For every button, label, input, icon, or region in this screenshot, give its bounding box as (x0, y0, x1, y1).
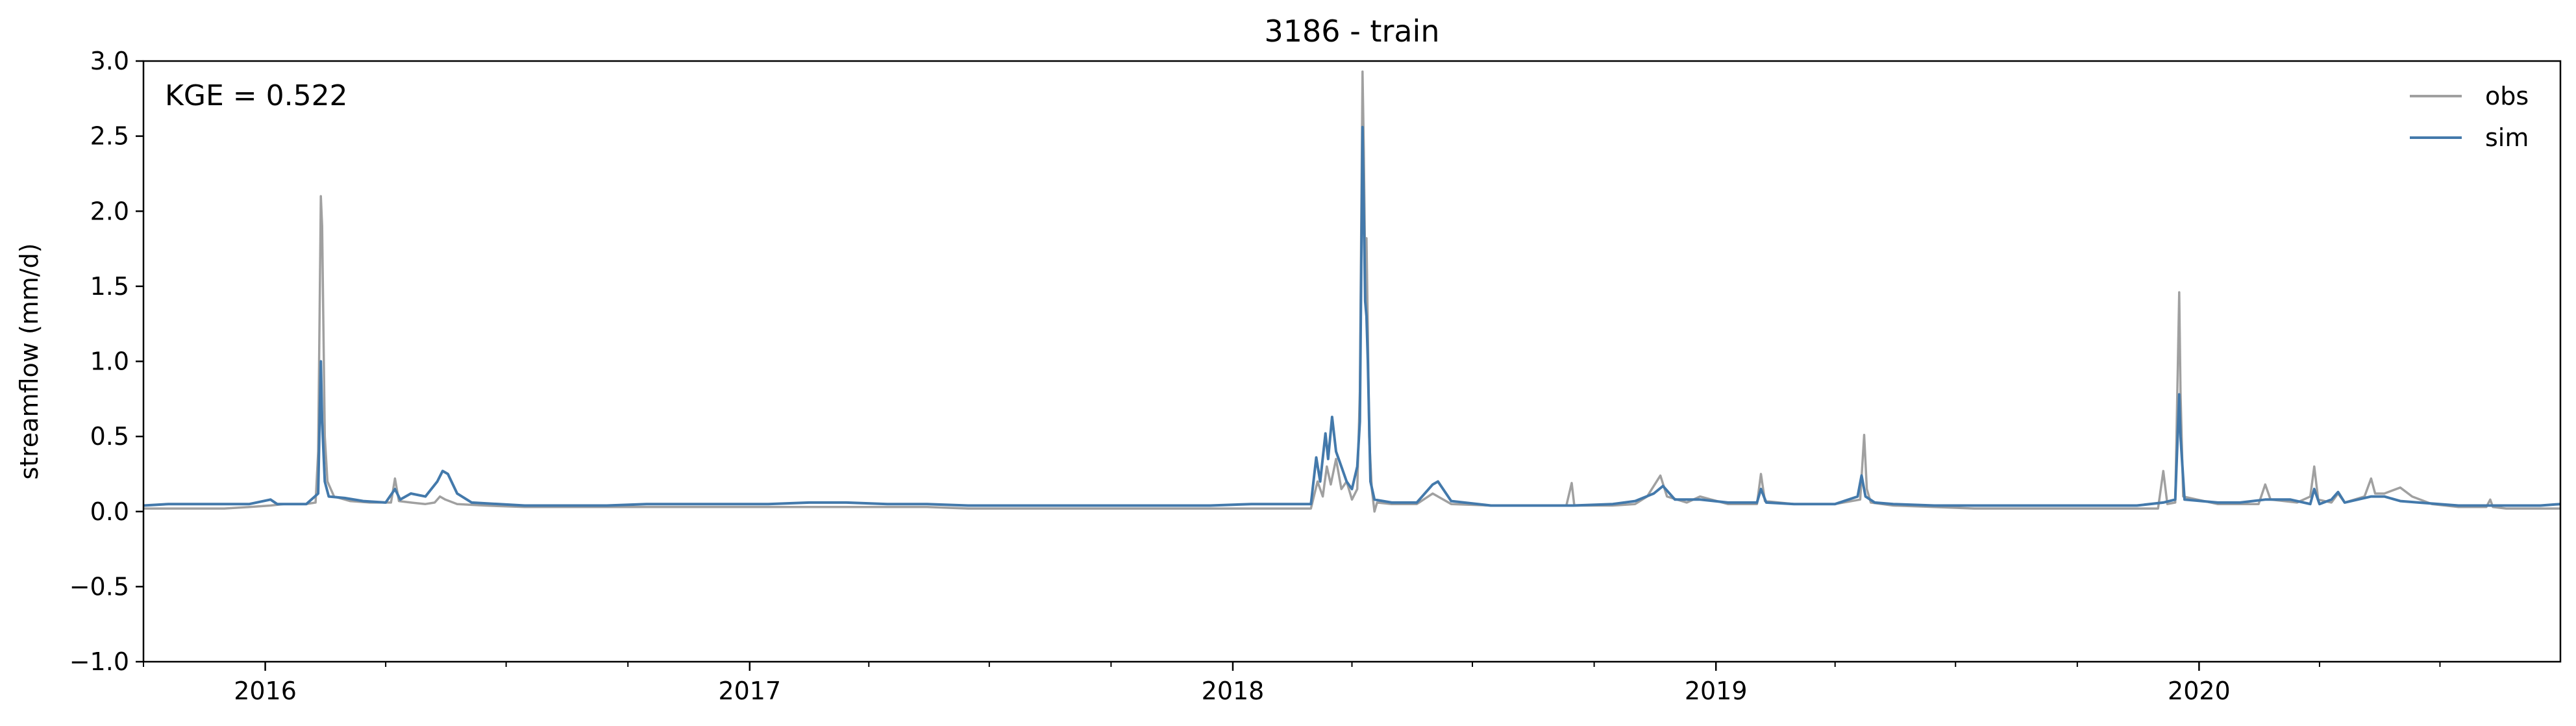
axes: −1.0 −0.5 0.0 0.5 1.0 1.5 2.0 2.5 3.0 2016 2017 201… (69, 47, 2562, 705)
y-tick-label: 2.0 (90, 197, 129, 225)
y-tick-label: 3.0 (90, 47, 129, 75)
legend-sim-label: sim (2485, 123, 2529, 152)
y-tick-label: 1.5 (90, 272, 129, 301)
x-tick-label: 2020 (2168, 677, 2231, 705)
y-tick-label: −1.0 (69, 647, 129, 676)
series-line-sim (143, 125, 2561, 507)
y-tick-label: 2.5 (90, 122, 129, 151)
y-tick-label: 0.5 (90, 422, 129, 451)
chart-title: 3186 - train (1265, 14, 1440, 49)
y-tick-label: 1.0 (90, 347, 129, 376)
kge-annotation: KGE = 0.522 (165, 79, 348, 112)
y-axis-label: streamflow (mm/d) (15, 243, 43, 479)
x-tick-label: 2019 (1685, 677, 1748, 705)
x-tick-label: 2017 (718, 677, 781, 705)
y-tick-label: 0.0 (90, 497, 129, 526)
y-tick-label: −0.5 (69, 572, 129, 601)
legend-obs-label: obs (2485, 82, 2529, 110)
series-lines (143, 70, 2561, 513)
legend: obs sim (2410, 82, 2529, 152)
x-tick-label: 2016 (234, 677, 297, 705)
series-line-obs (143, 70, 2560, 513)
x-tick-label: 2018 (1202, 677, 1265, 705)
